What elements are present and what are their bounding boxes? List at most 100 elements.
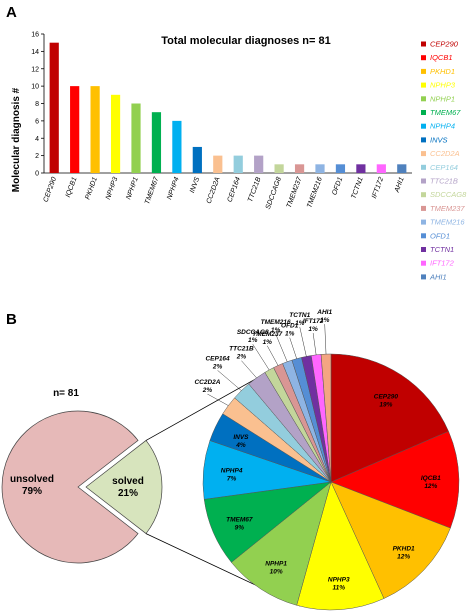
gene-slice-percent: 1% [263,339,273,346]
bar [315,164,325,173]
legend-label: INVS [430,135,448,144]
y-tick-label: 4 [35,136,39,143]
gene-slice-percent: 1% [285,331,295,338]
legend-swatch [421,205,426,211]
gene-slice-label: IFT172 [303,318,324,325]
gene-slice [330,430,460,529]
connector-line [145,371,269,441]
gene-slice-percent: 2% [236,354,247,361]
gene-slice-label: TCTN1 [289,312,310,319]
category-label: NPHP1 [125,176,140,200]
legend-swatch [421,192,426,198]
bar [151,112,162,173]
gene-slice [231,481,332,606]
bars [49,42,407,173]
bar [356,164,366,173]
legend-swatch [421,219,426,225]
y-tick-label: 12 [31,66,39,73]
y-tick-label: 0 [35,171,39,178]
legend-label: TMEM216 [430,218,465,227]
gene-slice-label: INVS [233,434,249,441]
gene-slice [330,481,451,599]
unsolved-percent: 79% [22,486,42,497]
category-label: TMEM216 [306,176,324,209]
legend-swatch [421,41,426,47]
bar [335,164,346,173]
legend-swatch [421,164,426,170]
bar [90,86,100,173]
category-label: OFD1 [331,176,344,196]
category-label: IQCB1 [65,176,79,198]
panel-b-letter: B [6,311,17,328]
gene-slice-percent: 1% [308,326,318,333]
y-tick-label: 10 [31,84,39,91]
gene-slice-percent: 7% [227,475,237,482]
legend: CEP290 IQCB1 PKHD1 NPHP3 NPHP1 TMEM67 NPHP4 INV… [421,40,467,281]
legend-label: TMEM67 [430,108,461,117]
leader-line [275,333,288,362]
gene-slice-label: IQCB1 [421,475,441,482]
gene-slice-label: NPHP3 [328,577,350,584]
y-tick-label: 16 [31,32,39,39]
category-label: CEP164 [227,176,243,203]
leader-line [217,370,242,391]
gene-slice-label: SDCCAG8 [237,329,269,336]
solved-label: solved [112,476,144,487]
legend-label: NPHP3 [430,81,456,90]
gene-slice-label: CC2D2A [194,379,220,386]
legend-label: IQCB1 [430,53,453,62]
category-label: NPHP4 [166,176,181,200]
bar [254,155,264,173]
gene-slice-label: CEP164 [205,355,230,362]
category-label: TMEM67 [144,175,161,205]
solved-slice [85,439,163,535]
leader-line [324,324,327,355]
bar-chart-title: Total molecular diagnoses n= 81 [161,35,330,47]
leader-line [252,344,270,371]
gene-slice-percent: 12% [424,483,437,490]
legend-swatch [421,260,426,266]
legend-swatch [421,233,426,239]
gene-slice-percent: 1% [295,320,305,327]
category-label: TMEM237 [286,175,304,209]
genes-pie-labels: CEP29019%IQCB112%PKHD112%NPHP311%NPHP110… [194,309,441,591]
category-label: IFT172 [371,176,385,199]
leader-line [312,333,317,355]
legend-label: PKHD1 [430,67,455,76]
gene-slice-percent: 1% [248,337,258,344]
unsolved-slice [1,410,139,564]
legend-swatch [421,96,426,102]
bar [376,164,386,173]
legend-swatch [421,110,426,115]
leader-line [267,345,279,366]
bar [397,164,407,173]
category-label: CEP290 [43,176,59,203]
category-label: INVS [189,176,201,194]
category-label: SDCCAG8 [265,176,283,210]
bar [274,164,284,173]
gene-slice-label: CEP290 [374,394,399,401]
gene-slice-percent: 2% [202,387,213,394]
gene-slice-percent: 1% [271,327,281,334]
gene-slice-label: TTC21B [229,346,254,353]
leader-line [299,326,307,357]
legend-swatch [421,178,426,184]
gene-slice-label: NPHP1 [265,560,287,567]
y-ticks: 0 2 4 6 8 10 12 14 16 [31,32,44,178]
y-tick-label: 6 [35,118,39,125]
legend-label: CEP164 [430,163,458,172]
legend-label: TCTN1 [430,245,454,254]
gene-slice-percent: 4% [235,442,246,449]
gene-slice [330,353,449,483]
leader-line [289,337,297,359]
y-tick-label: 8 [35,101,39,108]
gene-slice-percent: 19% [379,402,392,409]
leader-line [207,393,229,406]
legend-swatch [421,151,426,157]
legend-label: CC2D2A [430,149,460,158]
legend-label: SDCCAG8 [430,190,467,199]
legend-swatch [421,55,426,61]
bar [49,42,59,173]
legend-label: AHI1 [429,272,447,281]
